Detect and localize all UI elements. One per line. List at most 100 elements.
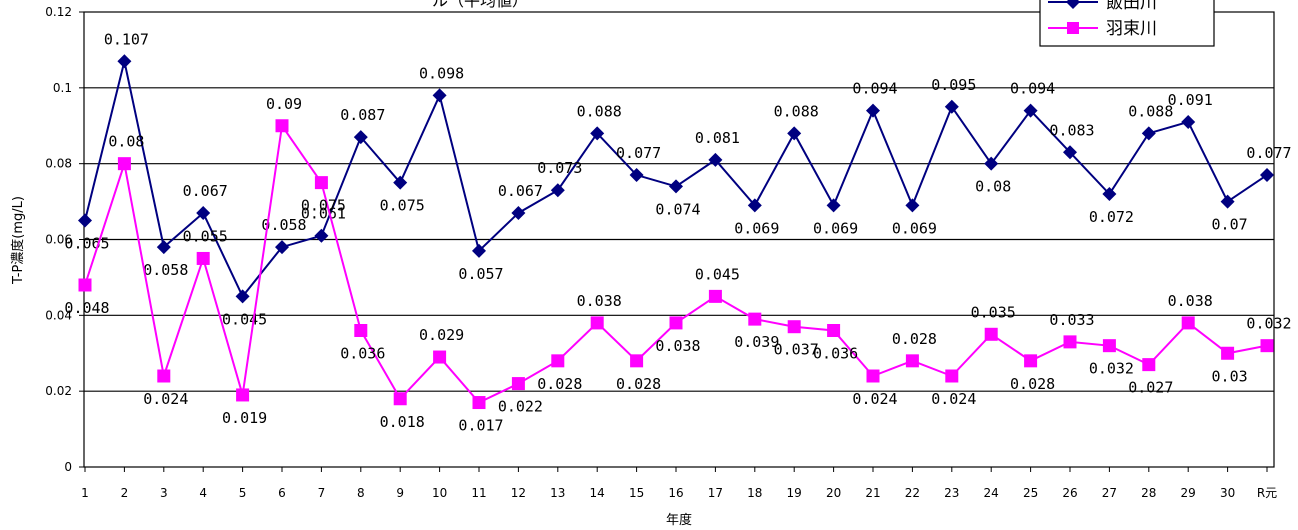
data-label: 0.094 <box>852 80 897 98</box>
x-tick-label: 27 <box>1102 486 1117 500</box>
x-tick-label: 30 <box>1220 486 1235 500</box>
x-tick-label: 8 <box>357 486 365 500</box>
data-point <box>314 228 329 243</box>
data-label: 0.098 <box>419 64 464 82</box>
data-point <box>866 103 880 118</box>
data-point <box>236 388 250 402</box>
gridlines <box>84 87 1274 392</box>
data-point <box>393 392 407 406</box>
data-label: 0.067 <box>183 182 228 200</box>
data-label: 0.045 <box>222 310 267 328</box>
data-point <box>708 289 722 303</box>
data-point <box>551 354 565 368</box>
data-label: 0.087 <box>340 106 385 124</box>
data-point <box>1220 194 1235 209</box>
data-label: 0.069 <box>813 219 858 237</box>
data-label: 0.107 <box>104 30 149 48</box>
data-label: 0.057 <box>458 265 503 283</box>
data-label: 0.022 <box>498 398 543 416</box>
data-label: 0.067 <box>498 182 543 200</box>
x-tick-label: 24 <box>984 486 999 500</box>
x-tick-label: 26 <box>1062 486 1077 500</box>
data-point <box>275 240 289 255</box>
y-tick-label: 0.1 <box>53 81 72 95</box>
data-point <box>117 54 132 69</box>
data-point <box>432 88 447 103</box>
data-label: 0.09 <box>266 95 302 113</box>
x-tick-label: 25 <box>1023 486 1038 500</box>
data-point <box>905 198 920 213</box>
data-point <box>1023 103 1038 118</box>
data-label: 0.038 <box>655 337 700 355</box>
data-point <box>393 175 408 190</box>
data-point <box>669 179 683 194</box>
x-tick-label: 19 <box>787 486 802 500</box>
data-label: 0.027 <box>1128 379 1173 397</box>
data-point <box>511 205 526 220</box>
data-label: 0.024 <box>852 390 897 408</box>
data-label: 0.058 <box>143 261 188 279</box>
x-tick-label: 14 <box>590 486 605 500</box>
data-label: 0.083 <box>1049 121 1094 139</box>
y-tick-label: 0 <box>64 460 72 474</box>
data-label: 0.018 <box>380 413 425 431</box>
data-label: 0.03 <box>1212 367 1248 385</box>
data-label: 0.088 <box>577 102 622 120</box>
data-label: 0.035 <box>971 303 1016 321</box>
data-label: 0.091 <box>1168 91 1213 109</box>
data-label: 0.095 <box>931 76 976 94</box>
x-tick-label: 15 <box>629 486 644 500</box>
data-label: 0.088 <box>774 102 819 120</box>
data-point <box>590 316 604 330</box>
x-tick-label: 22 <box>905 486 920 500</box>
data-point <box>1142 358 1156 372</box>
data-label: 0.081 <box>695 129 740 147</box>
data-label: 0.077 <box>1246 144 1291 162</box>
legend-label-series-1: 飯田川 <box>1106 0 1157 13</box>
x-tick-label: 21 <box>865 486 880 500</box>
data-point <box>1260 168 1274 183</box>
y-axis-label: T-P濃度(mg/L) <box>10 196 26 285</box>
chart-title: ル（平均値） <box>432 0 528 10</box>
data-label: 0.017 <box>458 417 503 435</box>
data-point <box>748 312 762 326</box>
data-label: 0.075 <box>380 197 425 215</box>
x-tick-label: 6 <box>278 486 286 500</box>
data-point <box>984 327 998 341</box>
data-label: 0.019 <box>222 409 267 427</box>
y-tick-label: 0.06 <box>45 233 72 247</box>
data-point <box>78 278 92 292</box>
data-label: 0.069 <box>734 219 779 237</box>
data-point <box>1102 339 1116 353</box>
x-tick-label: 5 <box>239 486 247 500</box>
data-point <box>1181 114 1196 129</box>
y-tick-label: 0.08 <box>45 157 72 171</box>
x-tick-label: R元 <box>1257 486 1277 500</box>
y-tick-label: 0.02 <box>45 384 72 398</box>
data-point <box>1063 145 1077 160</box>
data-label: 0.074 <box>655 200 700 218</box>
data-point <box>433 350 447 364</box>
data-point <box>669 316 683 330</box>
x-tick-label: 16 <box>668 486 683 500</box>
data-point <box>905 354 919 368</box>
data-point <box>275 119 289 133</box>
data-point <box>630 354 644 368</box>
legend-label-series-2: 羽束川 <box>1106 19 1157 39</box>
data-point <box>787 126 802 141</box>
data-point <box>629 168 644 183</box>
data-point <box>156 240 171 255</box>
data-point <box>550 183 565 198</box>
data-point <box>827 324 841 337</box>
data-point <box>1063 335 1077 349</box>
y-tick-label: 0.04 <box>45 308 72 322</box>
data-label: 0.088 <box>1128 102 1173 120</box>
data-point <box>944 99 959 114</box>
series-layer: 0.0650.1070.0580.0670.0450.0580.0610.087… <box>64 30 1291 434</box>
x-tick-label: 4 <box>199 486 207 500</box>
data-label: 0.036 <box>340 345 385 363</box>
x-tick-label: 9 <box>396 486 404 500</box>
data-point <box>196 205 211 220</box>
data-label: 0.039 <box>734 333 779 351</box>
